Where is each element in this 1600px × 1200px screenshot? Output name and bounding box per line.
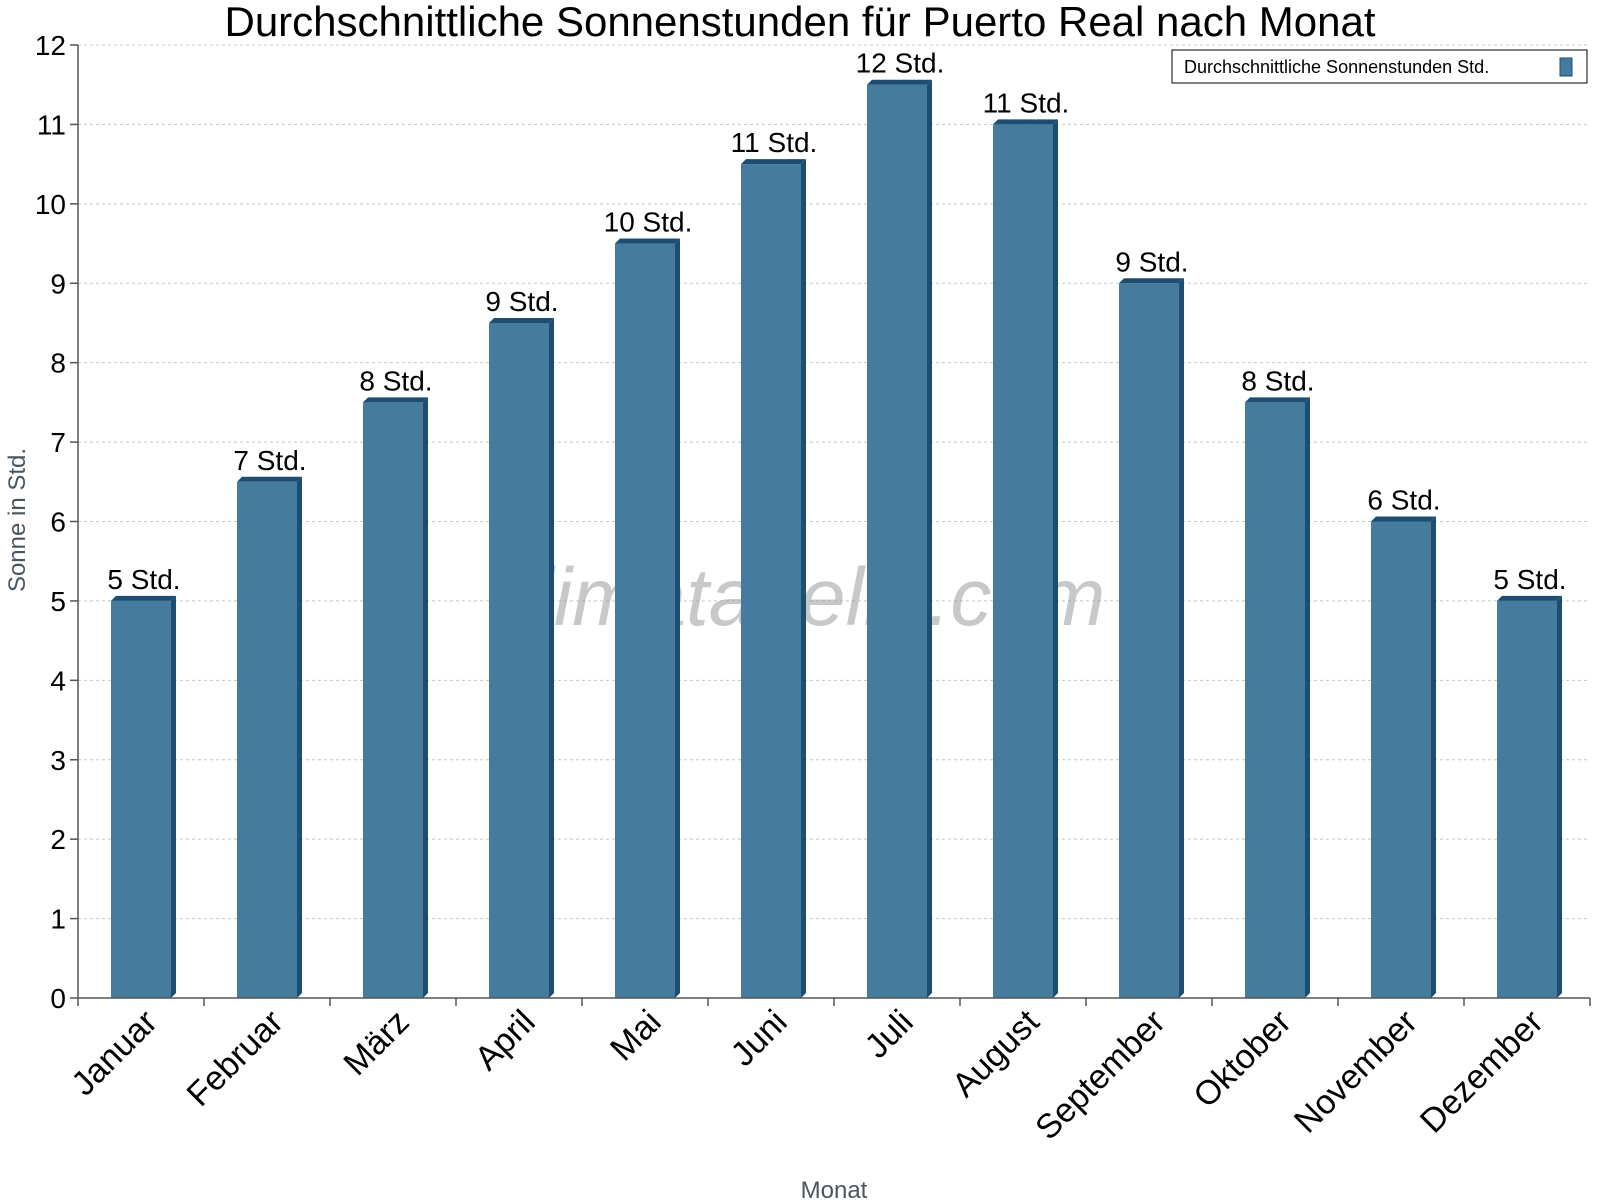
bar-face [1497,600,1557,998]
bar-side [1305,397,1310,998]
data-label: 12 Std. [856,48,945,79]
legend: Durchschnittliche Sonnenstunden Std. [1171,49,1588,84]
x-tick-label: August [945,1002,1047,1104]
legend-box [1171,49,1588,84]
x-tick-label: Juni [724,1003,795,1074]
y-tick-label: 11 [37,109,66,140]
y-tick-label: 9 [50,268,66,299]
bar-face [993,124,1053,998]
bar-face [1245,402,1305,998]
y-tick-label: 5 [50,586,66,617]
bar-mai [615,238,680,998]
data-label: 5 Std. [107,564,180,595]
bar-side [927,79,932,999]
bar-side [675,238,680,998]
bar-august [993,119,1058,998]
bar-top [1497,595,1562,601]
bar-april [489,317,554,998]
data-label: 11 Std. [983,87,1070,118]
bar-top [993,119,1058,125]
bar-face [867,84,927,999]
bar-top [1119,278,1184,284]
y-tick-label: 8 [50,348,66,379]
data-label: 6 Std. [1367,485,1440,516]
legend-swatch [1559,57,1573,77]
bar-face [1371,521,1431,998]
bar-side [549,317,554,998]
bar-face [237,481,297,999]
bar-märz [363,397,428,998]
bar-januar [111,595,176,998]
data-label: 9 Std. [1115,246,1188,277]
data-label: 5 Std. [1493,564,1566,595]
x-tick-label: April [468,1003,543,1078]
x-axis-label: Monat [801,1177,868,1200]
bar-juli [867,79,932,999]
bar-top [363,397,428,403]
bar-side [801,159,806,998]
bar-juni [741,159,806,998]
y-tick-label: 0 [50,983,66,1014]
bar-dezember [1497,595,1562,998]
bar-side [1179,278,1184,998]
y-tick-label: 2 [50,824,66,855]
bar-side [1053,119,1058,998]
y-tick-label: 6 [50,507,66,538]
x-tick-label: Dezember [1413,1003,1551,1141]
x-tick-label: September [1028,1003,1172,1147]
bar-top [741,159,806,165]
bar-side [423,397,428,998]
bar-top [615,238,680,244]
x-tick-label: Juli [858,1003,921,1066]
data-label: 11 Std. [731,127,818,158]
gridlines [78,44,1590,920]
data-label: 9 Std. [485,286,558,317]
y-tick-label: 3 [50,745,66,776]
bar-september [1119,278,1184,998]
y-tick-label: 7 [50,427,66,458]
bar-top [1245,397,1310,403]
data-labels: 5 Std. 7 Std. 8 Std. 9 Std. 10 Std. 11 Std. 12… [107,48,1566,595]
bar-side [1557,595,1562,998]
bar-november [1371,516,1436,998]
bar-face [1119,283,1179,998]
bar-face [615,243,675,998]
x-tick-label: März [336,1003,416,1083]
bar-februar [237,476,302,999]
data-label: 7 Std. [233,445,306,476]
y-tick-label: 1 [50,904,66,935]
bar-face [741,164,801,998]
data-label: 8 Std. [359,365,432,396]
bar-face [363,402,423,998]
data-label: 8 Std. [1241,365,1314,396]
bar-top [867,79,932,85]
chart-title: Durchschnittliche Sonnenstunden für Puer… [224,0,1375,45]
bar-face [489,322,549,998]
y-tick-label: 4 [50,665,66,696]
bar-top [1371,516,1436,522]
x-tick-label: November [1287,1003,1425,1141]
bar-face [111,600,171,998]
x-tick-label: Mai [603,1003,669,1069]
legend-label: Durchschnittliche Sonnenstunden Std. [1184,57,1489,77]
bar-top [489,317,554,323]
bar-side [171,595,176,998]
y-axis-label: Sonne in Std. [4,448,31,592]
x-tick-label: Februar [180,1003,291,1114]
bar-top [237,476,302,482]
x-tick-label: Oktober [1186,1003,1298,1115]
bar-side [297,476,302,999]
bars [111,79,1562,999]
bar-side [1431,516,1436,998]
axes [70,44,1591,1006]
y-tick-label: 10 [35,189,66,220]
y-tick-label: 12 [35,30,66,61]
bar-top [111,595,176,601]
x-tick-label: Januar [64,1003,164,1103]
bar-oktober [1245,397,1310,998]
data-label: 10 Std. [604,207,693,238]
